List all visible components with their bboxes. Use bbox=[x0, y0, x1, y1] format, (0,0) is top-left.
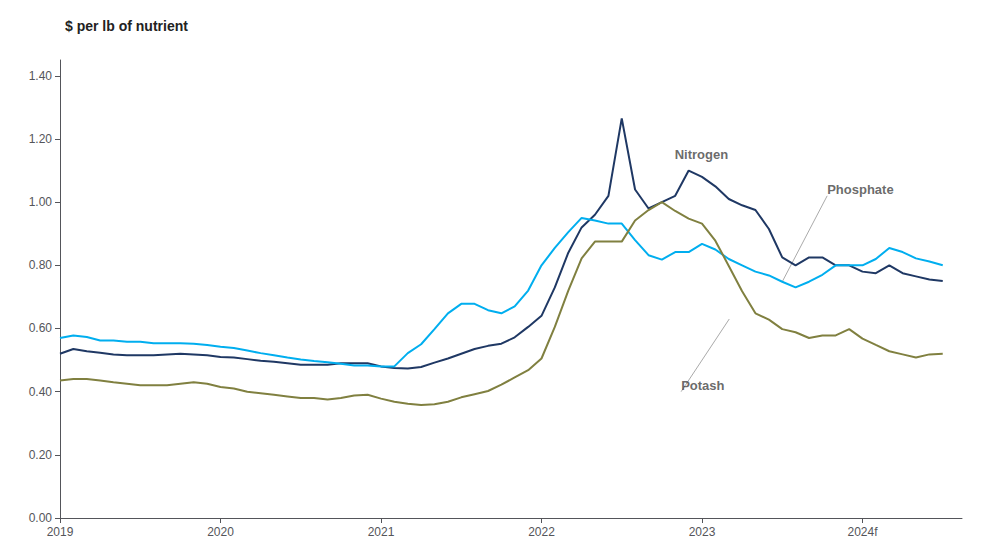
svg-text:$ per lb of nutrient: $ per lb of nutrient bbox=[65, 18, 188, 34]
svg-text:2022: 2022 bbox=[528, 525, 555, 539]
svg-text:0.60: 0.60 bbox=[29, 321, 53, 335]
svg-text:Potash: Potash bbox=[681, 378, 724, 393]
svg-text:1.20: 1.20 bbox=[29, 132, 53, 146]
svg-text:1.00: 1.00 bbox=[29, 195, 53, 209]
svg-text:2019: 2019 bbox=[47, 525, 74, 539]
svg-text:2024f: 2024f bbox=[847, 525, 878, 539]
svg-text:2023: 2023 bbox=[689, 525, 716, 539]
svg-text:0.00: 0.00 bbox=[29, 511, 53, 525]
svg-text:Nitrogen: Nitrogen bbox=[675, 147, 729, 162]
svg-text:2021: 2021 bbox=[368, 525, 395, 539]
svg-text:0.80: 0.80 bbox=[29, 258, 53, 272]
svg-text:0.20: 0.20 bbox=[29, 448, 53, 462]
svg-text:Phosphate: Phosphate bbox=[827, 182, 893, 197]
svg-text:1.40: 1.40 bbox=[29, 69, 53, 83]
svg-text:2020: 2020 bbox=[207, 525, 234, 539]
svg-text:0.40: 0.40 bbox=[29, 385, 53, 399]
